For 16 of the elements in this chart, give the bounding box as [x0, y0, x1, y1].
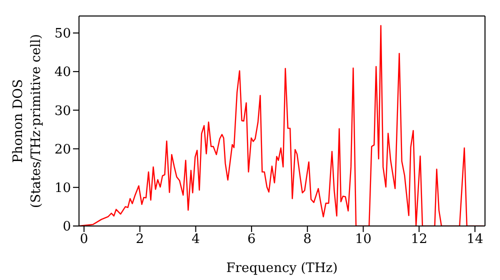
x-tick-label: 4: [192, 232, 200, 248]
x-tick-label: 6: [247, 232, 256, 248]
x-tick-label: 10: [354, 232, 372, 248]
y-tick-label: 50: [54, 26, 71, 42]
x-tick-label: 2: [136, 232, 144, 248]
x-tick-label: 14: [466, 232, 484, 248]
y-tick-label: 0: [62, 220, 71, 235]
x-tick-label: 12: [410, 232, 428, 248]
y-tick-label: 10: [54, 181, 71, 196]
y-tick-label: 30: [54, 104, 71, 119]
x-tick-label: 8: [303, 232, 312, 248]
y-tick-label: 20: [54, 142, 71, 158]
x-tick-label: 0: [80, 232, 88, 248]
y-axis-title: Phonon DOS (States/THz·primitive cell): [11, 34, 44, 208]
y-tick-label: 40: [54, 65, 71, 80]
x-axis-title: Frequency (THz): [226, 261, 338, 276]
